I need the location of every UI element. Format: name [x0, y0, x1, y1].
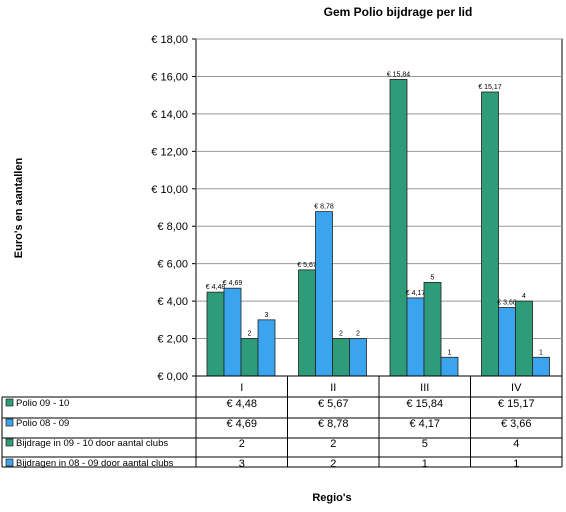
- y-tick-label: € 0,00: [157, 371, 188, 383]
- data-label: € 8,78: [314, 204, 334, 211]
- table-cell: 2: [330, 458, 336, 470]
- data-label: 2: [339, 331, 343, 338]
- table-cell: € 5,67: [318, 398, 349, 410]
- bar: [332, 338, 350, 377]
- legend-label: Bijdragen in 08 - 09 door aantal clubs: [16, 458, 174, 469]
- data-label: 3: [265, 312, 269, 319]
- bar: [440, 356, 459, 377]
- data-label: 1: [448, 349, 452, 356]
- x-tick-label: IV: [511, 382, 522, 394]
- table-cell: € 4,48: [226, 398, 257, 410]
- table-cell: 2: [330, 438, 336, 450]
- bar: [206, 291, 225, 377]
- table-cell: 1: [422, 458, 428, 470]
- table-cell: € 8,78: [318, 418, 349, 430]
- x-tick-label: I: [240, 382, 243, 394]
- bar: [515, 300, 533, 377]
- table-cell: € 4,69: [226, 418, 257, 430]
- table-cell: € 3,66: [501, 418, 532, 430]
- data-label: € 3,66: [497, 299, 517, 306]
- bar: [298, 269, 316, 377]
- x-axis-title: Regio's: [312, 492, 351, 504]
- bar: [349, 338, 367, 377]
- data-label: 4: [522, 293, 526, 300]
- bar: [423, 281, 442, 377]
- data-label: 1: [539, 349, 543, 356]
- x-tick-label: II: [330, 382, 336, 394]
- table-cell: 5: [422, 438, 428, 450]
- table-cell: 4: [513, 438, 519, 450]
- bar: [532, 356, 550, 377]
- y-tick-label: € 8,00: [157, 221, 188, 233]
- y-tick-label: € 16,00: [151, 71, 188, 83]
- legend-swatch: [5, 438, 14, 447]
- data-label: € 4,17: [406, 290, 426, 297]
- y-tick-label: € 4,00: [157, 296, 188, 308]
- table-cell: € 15,17: [498, 398, 535, 410]
- legend-label: Polio 08 - 09: [16, 418, 69, 429]
- bar: [315, 211, 333, 377]
- bar: [257, 319, 276, 377]
- table-cell: € 15,84: [406, 398, 443, 410]
- legend-swatch: [5, 398, 14, 407]
- bar: [498, 307, 516, 377]
- y-tick-label: € 6,00: [157, 259, 188, 271]
- table-cell: 3: [239, 458, 245, 470]
- bar: [406, 297, 425, 377]
- table-cell: € 4,17: [409, 418, 440, 430]
- bar: [481, 91, 499, 377]
- table-cell: 2: [239, 438, 245, 450]
- y-tick-label: € 2,00: [157, 334, 188, 346]
- data-label: € 5,67: [297, 262, 317, 269]
- chart-title: Gem Polio bijdrage per lid: [324, 5, 473, 19]
- x-tick-label: III: [420, 382, 429, 394]
- bar: [389, 79, 408, 377]
- legend-label: Polio 09 - 10: [16, 398, 69, 409]
- data-label: € 15,84: [387, 71, 410, 78]
- y-tick-label: € 10,00: [151, 184, 188, 196]
- y-tick-label: € 12,00: [151, 146, 188, 158]
- y-axis-title: Euro's en aantallen: [13, 158, 25, 259]
- data-label: € 15,17: [478, 84, 501, 91]
- plot-area: € 0,00 € 2,00 € 4,00 € 6,00 € 8,00 € 10,00 € 1…: [151, 34, 563, 383]
- data-label: 5: [431, 274, 435, 281]
- legend-label: Bijdrage in 09 - 10 door aantal clubs: [16, 438, 168, 449]
- bar: [223, 287, 242, 377]
- data-label: 2: [356, 331, 360, 338]
- y-tick-label: € 14,00: [151, 109, 188, 121]
- data-label: € 4,48: [206, 284, 226, 291]
- y-tick-label: € 18,00: [151, 34, 188, 46]
- data-label: € 4,69: [223, 280, 243, 287]
- legend-swatch: [5, 418, 14, 427]
- legend-swatch: [5, 458, 14, 467]
- bar: [240, 338, 259, 377]
- table-cell: 1: [513, 458, 519, 470]
- data-label: 2: [248, 331, 252, 338]
